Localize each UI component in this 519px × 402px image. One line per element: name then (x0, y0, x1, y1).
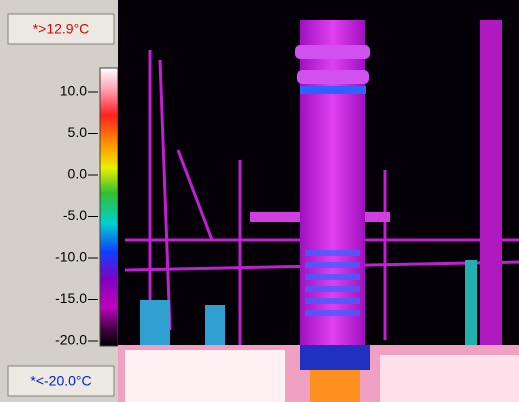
max-label: *>12.9°C (33, 21, 90, 37)
min-label: *<-20.0°C (30, 373, 91, 389)
side-panel (0, 0, 118, 402)
scale-tick-label: 0.0 (68, 166, 88, 182)
scale-tick-label: 5.0 (68, 124, 88, 140)
scale-tick-label: -10.0 (55, 249, 87, 265)
min-box (7, 365, 115, 397)
scale-tick-label: -5.0 (63, 207, 87, 223)
color-scale (99, 67, 119, 347)
scale-ticks: 10.0 5.0 0.0 -5.0 -10.0 -15.0 -20.0 (55, 83, 98, 348)
thermal-image (118, 0, 519, 402)
scale-tick-label: -15.0 (55, 290, 87, 306)
scale-tick-label: -20.0 (55, 332, 87, 348)
scale-tick-label: 10.0 (60, 83, 87, 99)
max-box (7, 13, 115, 45)
